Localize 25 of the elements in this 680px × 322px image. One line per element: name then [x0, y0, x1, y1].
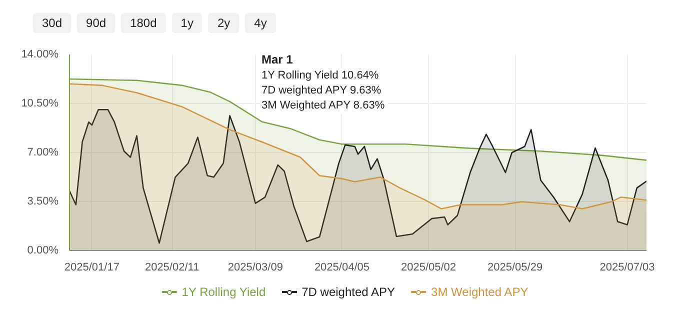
y-tick-label: 14.00% — [21, 48, 59, 60]
y-tick-label: 7.00% — [27, 146, 59, 158]
annotation: Mar 1 — [262, 52, 294, 66]
text: 2y — [208, 13, 240, 33]
annotation: 7D weighted APY 9.63% — [262, 84, 382, 96]
text: 4y — [245, 13, 276, 33]
text: 30d — [33, 13, 72, 33]
y-tick-label: 10.50% — [21, 98, 59, 110]
text: 1y — [172, 13, 202, 33]
x-tick-label: 2025/04/05 — [314, 262, 370, 274]
y-tick-label: 3.50% — [27, 196, 59, 208]
x-tick-label: 2025/03/09 — [228, 262, 283, 274]
x-tick-label: 2025/05/29 — [488, 262, 543, 274]
y-tick-label: 0.00% — [27, 244, 59, 256]
text: 180d — [121, 13, 166, 33]
x-tick-label: 2025/02/11 — [144, 262, 200, 274]
annotation: 1Y Rolling Yield 10.64% — [262, 70, 379, 82]
x-tick-label: 2025/07/03 — [600, 262, 655, 274]
x-tick-label: 2025/05/02 — [400, 262, 456, 274]
legend-label: 3M Weighted APY — [430, 285, 528, 299]
x-tick-label: 2025/01/17 — [64, 262, 120, 274]
legend-label: 1Y Rolling Yield — [180, 285, 266, 299]
legend-label: 7D weighted APY — [300, 285, 396, 299]
text: 90d — [77, 13, 116, 33]
annotation: 3M Weighted APY 8.63% — [262, 100, 385, 112]
